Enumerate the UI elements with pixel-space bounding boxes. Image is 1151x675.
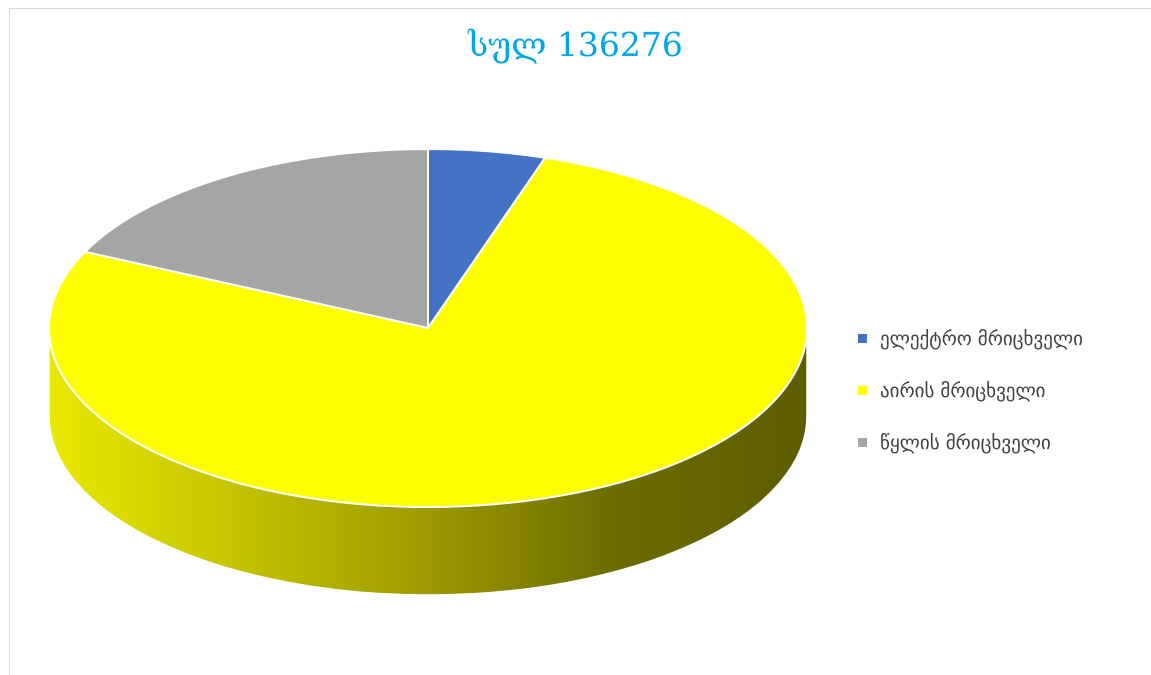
legend-item-gas: აირის მრიცხველი xyxy=(858,377,1138,405)
pie-slice-gas xyxy=(48,156,808,508)
legend: ელექტრო მრიცხველი აირის მრიცხველი წყლის … xyxy=(858,325,1138,481)
legend-label-electric: ელექტრო მრიცხველი xyxy=(880,328,1083,350)
legend-swatch-water xyxy=(858,438,867,447)
legend-swatch-electric xyxy=(858,334,867,343)
legend-label-water: წყლის მრიცხველი xyxy=(880,432,1051,454)
legend-swatch-gas xyxy=(858,386,867,395)
chart-area xyxy=(9,8,1151,675)
legend-item-electric: ელექტრო მრიცხველი xyxy=(858,325,1138,353)
legend-label-gas: აირის მრიცხველი xyxy=(880,380,1046,402)
legend-item-water: წყლის მრიცხველი xyxy=(858,429,1138,457)
chart-title: სულ 136276 xyxy=(468,25,683,64)
pie-slice-water xyxy=(84,148,429,329)
